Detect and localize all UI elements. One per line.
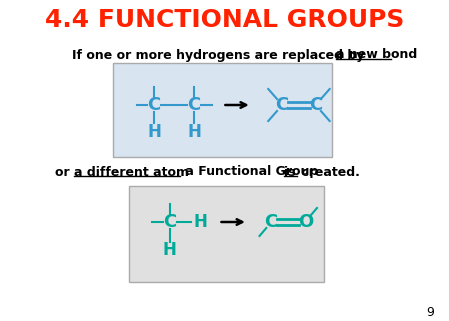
Text: created.: created.	[298, 166, 361, 178]
Text: C: C	[309, 96, 323, 114]
Text: is: is	[284, 166, 295, 178]
FancyBboxPatch shape	[113, 63, 332, 157]
Text: a new bond: a new bond	[335, 48, 417, 62]
FancyBboxPatch shape	[129, 186, 324, 282]
Text: If one or more hydrogens are replaced by: If one or more hydrogens are replaced by	[72, 48, 369, 62]
Text: C: C	[264, 213, 278, 231]
Text: H: H	[147, 123, 161, 141]
Text: a different atom: a different atom	[75, 166, 189, 178]
Text: O: O	[298, 213, 313, 231]
Text: a Functional Group: a Functional Group	[180, 166, 322, 178]
Text: 4.4 FUNCTIONAL GROUPS: 4.4 FUNCTIONAL GROUPS	[45, 8, 404, 32]
Text: or: or	[55, 166, 74, 178]
Text: H: H	[193, 213, 207, 231]
Text: C: C	[188, 96, 201, 114]
Text: 9: 9	[426, 306, 434, 318]
Text: C: C	[148, 96, 161, 114]
Text: H: H	[187, 123, 201, 141]
Text: C: C	[163, 213, 176, 231]
Text: C: C	[275, 96, 289, 114]
Text: H: H	[163, 241, 177, 259]
